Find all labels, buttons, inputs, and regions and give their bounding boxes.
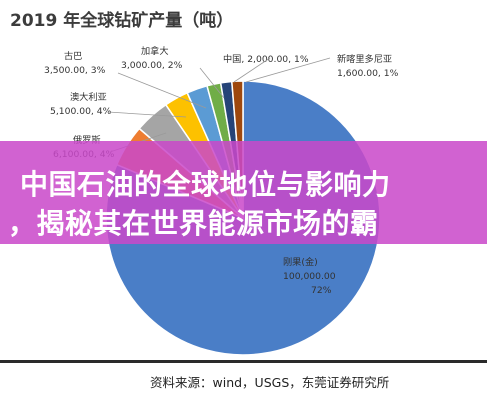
data-label-3: 古巴 3,500.00, 3% (44, 50, 106, 76)
chart-title: 2019 年全球钻矿产量（吨） (10, 11, 234, 31)
leader-line-5 (245, 57, 331, 83)
banner-headline-line1: 中国石油的全球地位与影响力 (20, 168, 391, 201)
leader-line-1 (199, 67, 225, 99)
leader-line-0 (117, 72, 207, 109)
banner-headline-line2: ，揭秘其在世界能源市场的霸 (8, 207, 379, 240)
footer-divider (0, 360, 487, 363)
data-label-5: 中国, 2,000.00, 1% (223, 53, 309, 65)
data-label-4: 加拿大 3,000.00, 2% (121, 45, 183, 71)
data-label-2: 澳大利亚 5,100.00, 4% (50, 91, 112, 117)
leader-line-2 (107, 111, 187, 118)
leader-line-4 (233, 57, 271, 83)
overlay-banner (0, 141, 487, 244)
data-label-0: 刚果(金) 100,000.00 72% (283, 256, 336, 296)
source-note: 资料来源：wind，USGS，东莞证券研究所 (150, 375, 390, 390)
data-label-6: 新喀里多尼亚 1,600.00, 1% (337, 53, 399, 79)
